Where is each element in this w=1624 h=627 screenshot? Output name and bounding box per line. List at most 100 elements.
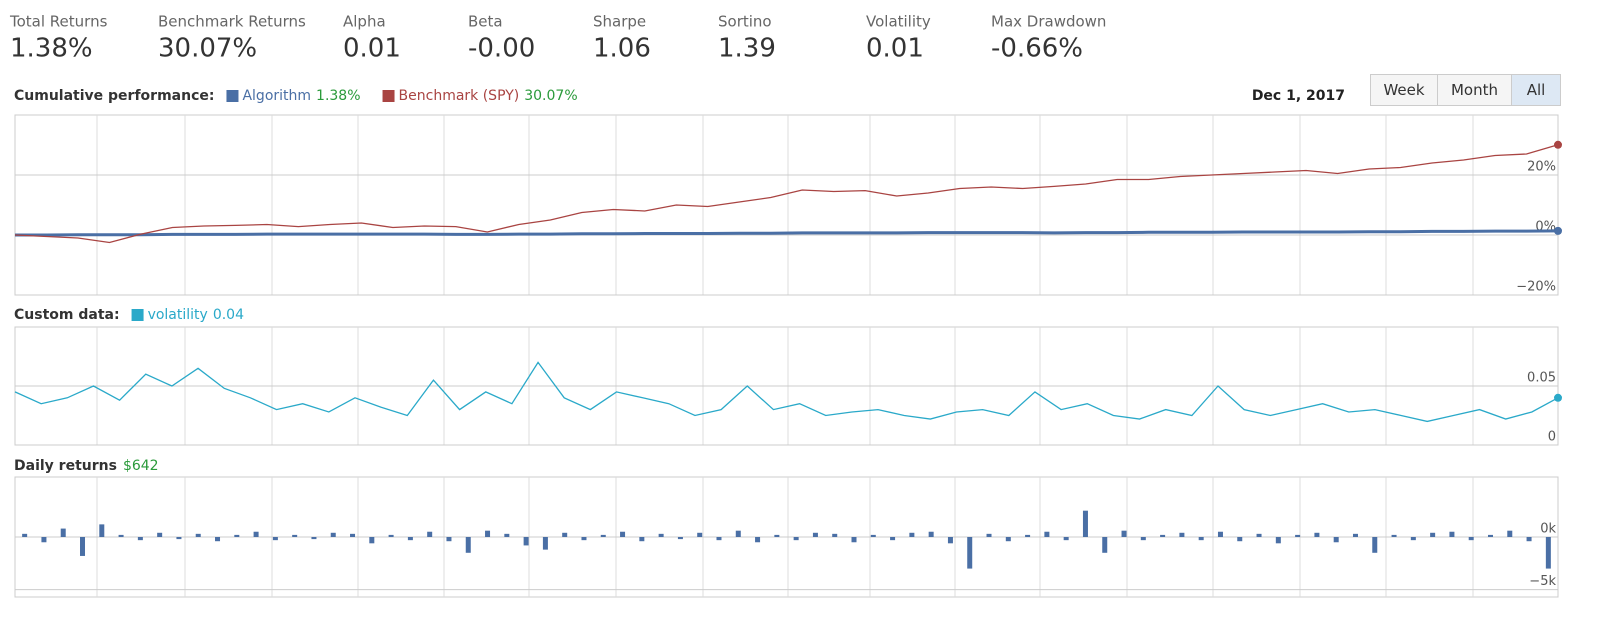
y-tick-label: 20% — [1527, 160, 1556, 175]
bar — [1430, 532, 1436, 537]
bar — [658, 533, 664, 537]
bar — [118, 534, 124, 537]
bar — [157, 532, 163, 537]
bar — [176, 537, 182, 540]
stat-label: Max Drawdown — [991, 13, 1106, 31]
bar — [465, 537, 471, 553]
stat-label: Benchmark Returns — [158, 13, 306, 31]
stat-label: Volatility — [866, 13, 931, 31]
bar — [234, 534, 240, 537]
bar — [407, 537, 413, 541]
range-button[interactable]: All — [1511, 74, 1561, 106]
bar — [774, 534, 780, 537]
bar — [446, 537, 452, 542]
bar — [330, 532, 336, 537]
legend-swatch — [131, 309, 144, 321]
stat-label: Beta — [468, 13, 503, 31]
bar — [1140, 537, 1146, 541]
bar — [1044, 531, 1050, 537]
stat-label: Alpha — [343, 13, 386, 31]
bar — [1410, 537, 1416, 541]
end-marker — [1554, 140, 1562, 149]
bar — [80, 537, 86, 556]
stat-label: Total Returns — [9, 13, 108, 31]
bar — [755, 537, 761, 543]
bar — [41, 537, 47, 543]
stat-value: 0.01 — [343, 34, 401, 64]
bar — [967, 537, 973, 569]
bar — [793, 537, 799, 541]
bar — [272, 537, 278, 541]
legend-value: 0.04 — [213, 307, 244, 323]
bar — [1333, 537, 1339, 543]
bar — [600, 534, 606, 537]
legend-value: 1.38% — [316, 88, 360, 104]
stat-value: -0.00 — [468, 34, 535, 64]
bar — [909, 532, 915, 537]
bar — [1352, 533, 1358, 537]
chart-label: Daily returns — [14, 458, 117, 474]
stat-value: 0.01 — [866, 34, 924, 64]
bar — [1063, 537, 1069, 541]
range-button[interactable]: Week — [1370, 74, 1438, 106]
bar — [504, 533, 510, 537]
stat-value: 1.06 — [593, 34, 651, 64]
bar — [1545, 537, 1551, 569]
bar — [427, 531, 433, 537]
bar — [1237, 537, 1243, 542]
bar — [947, 537, 953, 544]
bar — [369, 537, 375, 544]
y-tick-label: −20% — [1516, 280, 1556, 295]
series-line — [15, 229, 1559, 237]
series-line — [14, 361, 1559, 423]
legend-name: Benchmark (SPY) — [399, 88, 520, 104]
bar — [812, 532, 818, 537]
bar — [22, 533, 28, 537]
bar — [697, 532, 703, 537]
bar — [99, 524, 105, 537]
legend-value: $642 — [123, 458, 159, 474]
bar — [485, 530, 491, 537]
bar — [1256, 533, 1262, 537]
end-marker — [1554, 393, 1562, 402]
bar — [1372, 537, 1378, 553]
bar — [1275, 537, 1281, 544]
bar — [1160, 534, 1166, 537]
stat-value: -0.66% — [991, 34, 1083, 64]
bar — [639, 537, 645, 542]
bar — [890, 537, 896, 541]
bar — [1295, 534, 1301, 537]
stat-label: Sortino — [718, 13, 772, 31]
chart-label: Custom data: — [14, 307, 120, 323]
stat-value: 1.38% — [10, 34, 93, 64]
bar — [581, 537, 587, 541]
y-tick-label: 0 — [1548, 430, 1556, 445]
legend-name: volatility — [148, 307, 208, 323]
bar — [542, 537, 548, 550]
legend-swatch — [382, 90, 395, 102]
bar — [523, 537, 529, 546]
legend-name: Algorithm — [242, 88, 311, 104]
y-tick-label: −5k — [1529, 574, 1556, 589]
bar — [1025, 534, 1031, 537]
bar — [1005, 537, 1011, 542]
bar — [928, 531, 934, 537]
end-marker — [1554, 226, 1562, 235]
bar — [1082, 510, 1088, 537]
bar — [1391, 534, 1397, 537]
legend-swatch — [226, 90, 239, 102]
bar — [195, 533, 201, 537]
bar — [1507, 530, 1513, 537]
series-line — [14, 144, 1559, 244]
bar — [1487, 534, 1493, 537]
range-button[interactable]: Month — [1437, 74, 1512, 106]
date: Dec 1, 2017 — [1252, 88, 1345, 104]
bar — [677, 537, 683, 540]
stat-label: Sharpe — [593, 13, 646, 31]
bar — [292, 534, 298, 537]
bar — [1198, 537, 1204, 541]
bar — [851, 537, 857, 543]
bar — [1102, 537, 1108, 553]
bar — [562, 532, 568, 537]
